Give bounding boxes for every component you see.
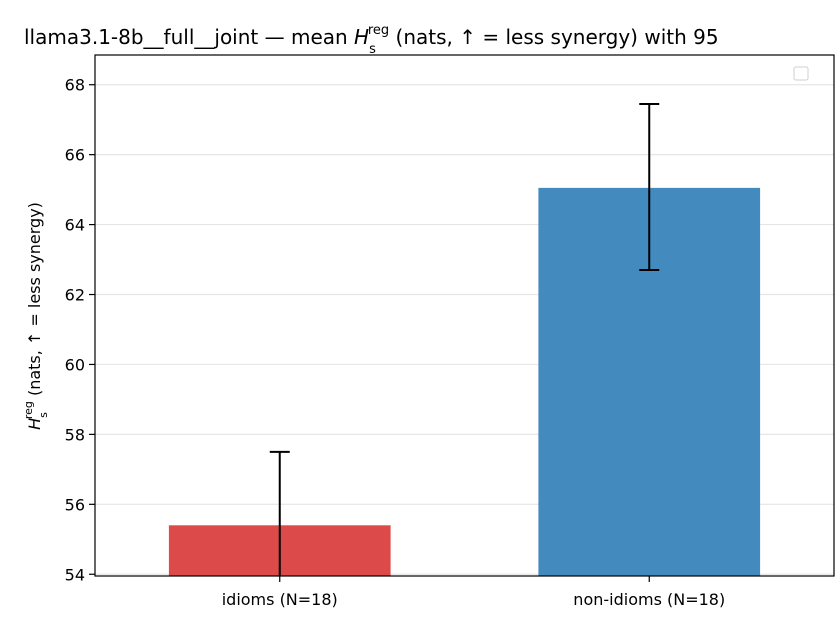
y-tick-label: 62 <box>65 286 85 305</box>
x-tick-label: non-idioms (N=18) <box>573 590 725 609</box>
y-tick-label: 60 <box>65 355 85 374</box>
y-tick-label: 66 <box>65 146 85 165</box>
chart-title: llama3.1-8b__full__joint — mean Hsreg (n… <box>24 23 719 57</box>
svg-text:Hsreg (nats, ↑ = less synergy): Hsreg (nats, ↑ = less synergy) <box>22 202 50 430</box>
plot-frame <box>94 54 835 577</box>
bars <box>168 187 761 576</box>
error-bars <box>269 102 660 576</box>
y-tick-label: 54 <box>65 565 85 584</box>
legend-box <box>793 66 809 81</box>
y-tick-label: 56 <box>65 495 85 514</box>
y-axis-label: Hsreg (nats, ↑ = less synergy) <box>22 202 50 430</box>
grid-lines <box>95 84 834 575</box>
x-tick-label: idioms (N=18) <box>222 590 338 609</box>
y-tick-label: 68 <box>65 76 85 95</box>
y-tick-label: 64 <box>65 216 85 235</box>
y-tick-label: 58 <box>65 425 85 444</box>
axes: 54 56 58 60 62 64 66 68 idioms (N=18) non-idioms … <box>65 54 835 609</box>
